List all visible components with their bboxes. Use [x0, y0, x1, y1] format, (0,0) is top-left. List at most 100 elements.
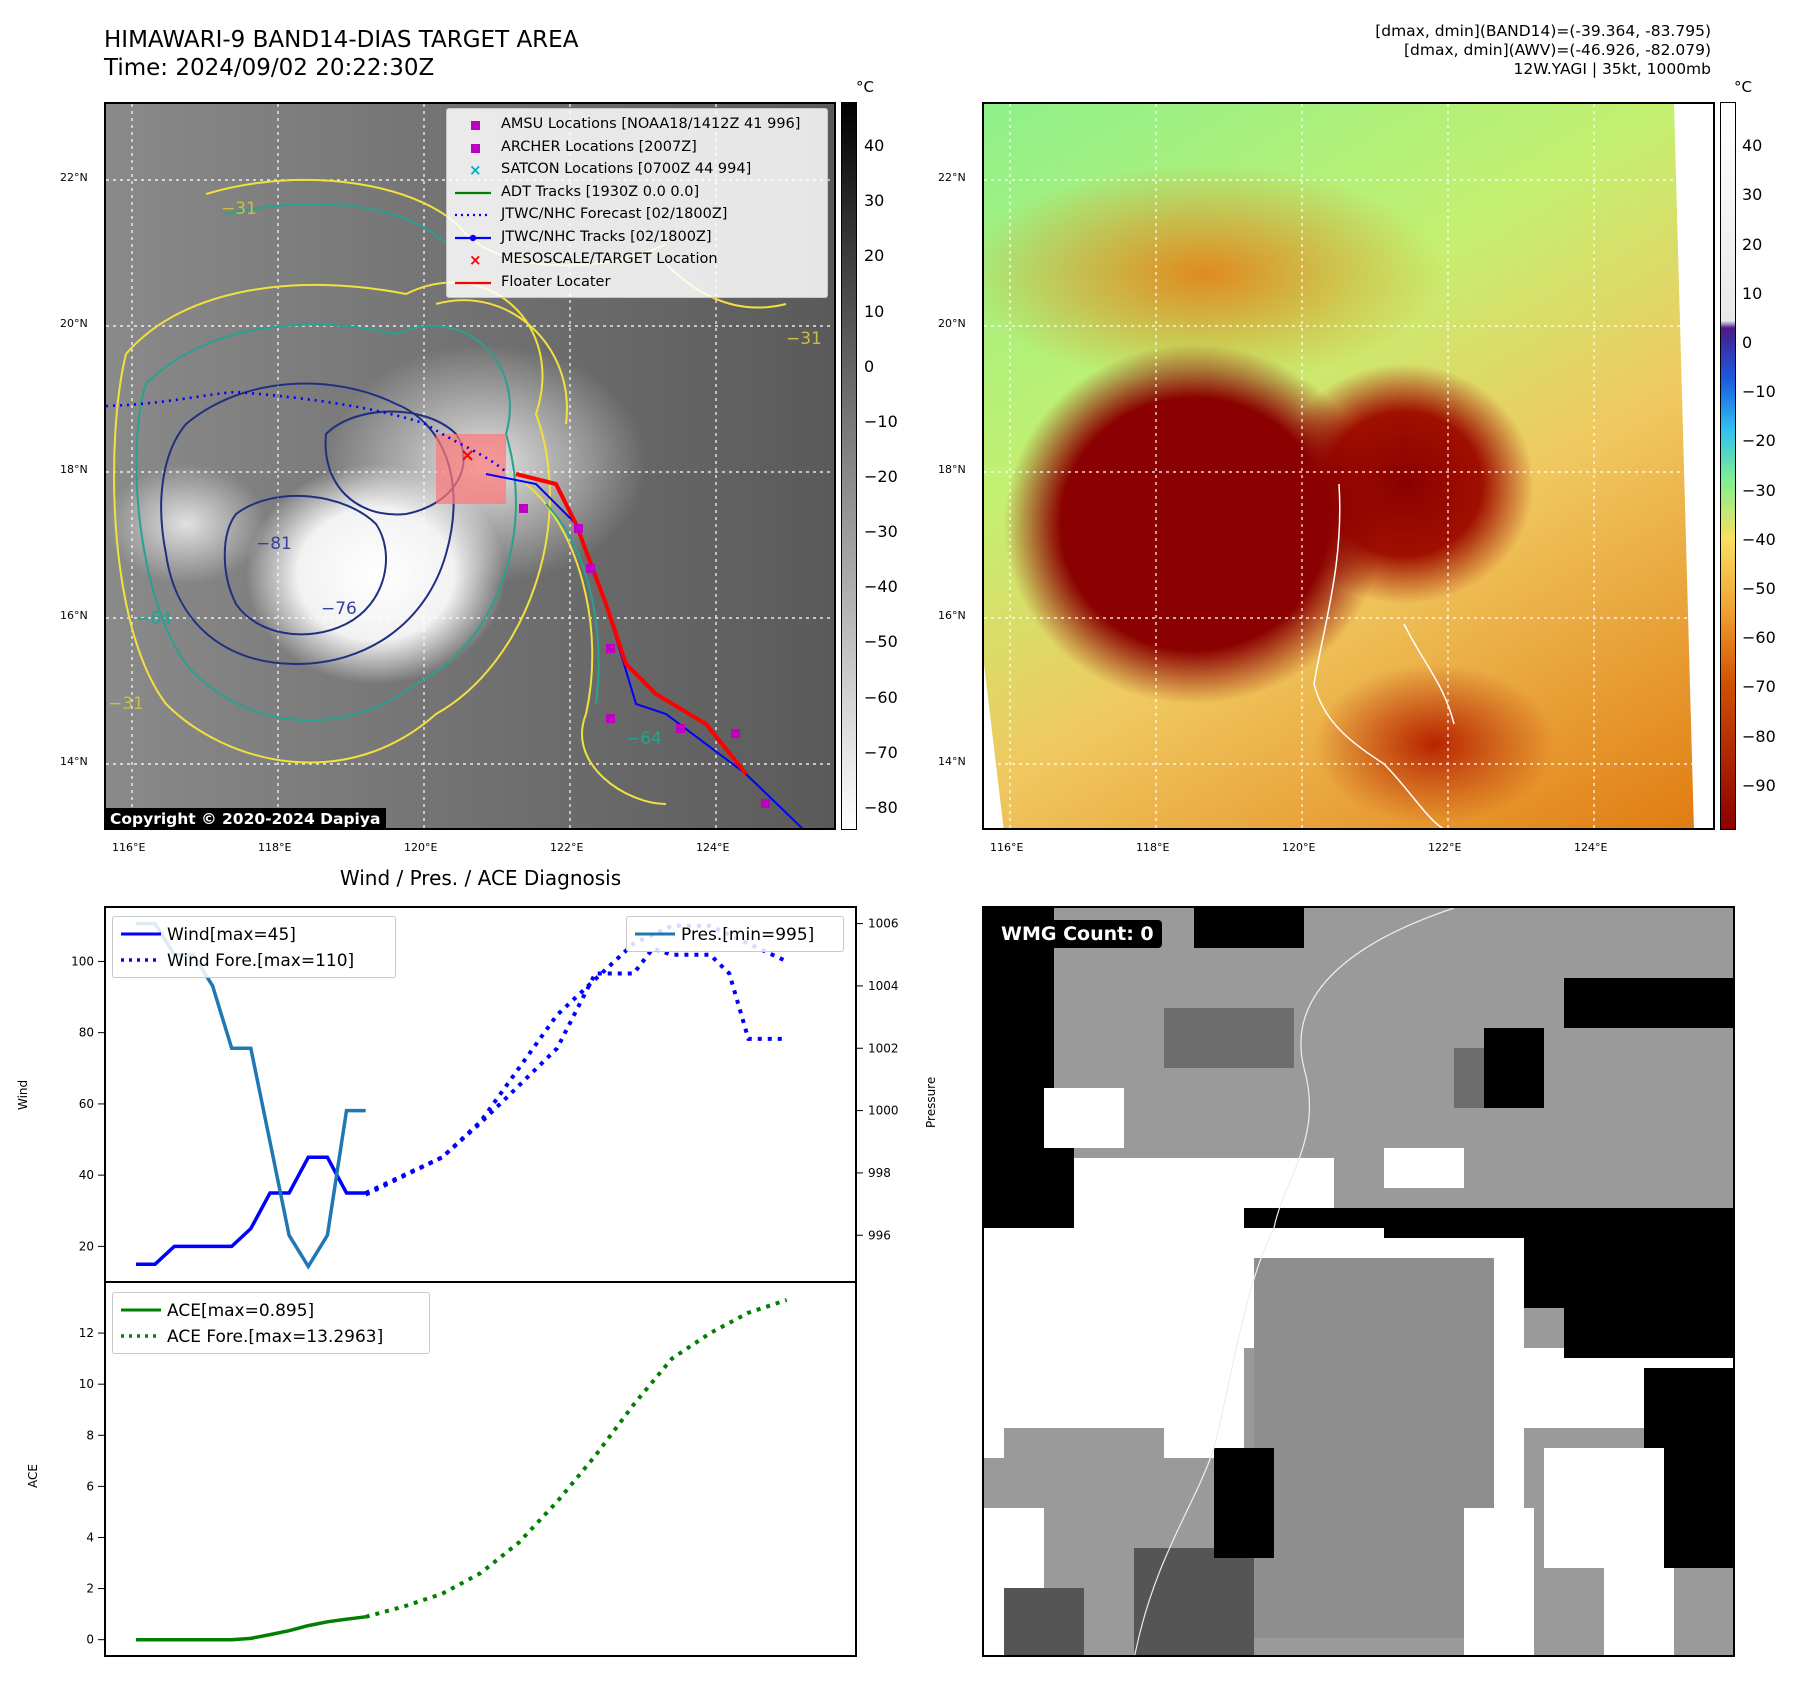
series-line — [364, 946, 787, 1197]
lat-label: 18°N — [938, 463, 966, 476]
colorbar-tick: −60 — [864, 687, 898, 707]
lat-label: 22°N — [938, 171, 966, 184]
ir-contour-labels: −81 −76 −64 −31 −31 −64 −31 — [108, 199, 822, 749]
axis-tick-label: 2 — [86, 1582, 94, 1596]
contour-label: −31 — [786, 329, 822, 349]
mesoscale-marker: × — [460, 445, 475, 466]
lat-label: 14°N — [60, 755, 88, 768]
colorbar-tick: 0 — [1742, 333, 1753, 353]
contour-label: −64 — [136, 609, 172, 629]
colorbar-tick: −40 — [864, 577, 898, 597]
lon-label: 120°E — [1282, 841, 1316, 854]
figure-stats: [dmax, dmin](BAND14)=(-39.364, -83.795) … — [1375, 22, 1711, 79]
axis-tick-label: 8 — [86, 1428, 94, 1442]
lon-label: 118°E — [1136, 841, 1170, 854]
colorbar-tick: 40 — [1742, 136, 1763, 156]
series-line — [136, 1155, 366, 1266]
svg-text:×: × — [469, 161, 482, 179]
lon-label: 116°E — [990, 841, 1024, 854]
axis-tick-label: 0 — [86, 1633, 94, 1647]
colorbar-tick: 30 — [1742, 185, 1763, 205]
lon-label: 118°E — [258, 841, 292, 854]
colorbar-tick: −50 — [864, 632, 898, 652]
target-area-box — [436, 434, 506, 504]
colorbar-tick: −30 — [864, 522, 898, 542]
axis-tick-label: 80 — [79, 1026, 94, 1040]
map-legend: AMSU Locations [NOAA18/1412Z 41 996] ARCH… — [446, 108, 828, 298]
awv-colorbar-unit: °C — [1734, 78, 1752, 96]
title-line-1: HIMAWARI-9 BAND14-DIAS TARGET AREA — [104, 27, 579, 53]
axis-tick-label: 1006 — [868, 917, 899, 931]
axis-tick-label: 996 — [868, 1228, 891, 1242]
axis-tick-label: 20 — [79, 1239, 94, 1253]
colorbar-tick: −60 — [1742, 628, 1776, 648]
axis-tick-label: 1004 — [868, 979, 899, 993]
awv-gridlines — [984, 104, 1713, 828]
colorbar-tick: −10 — [1742, 382, 1776, 402]
pressure-legend: Pres.[min=995] — [626, 916, 844, 952]
contour-label: −76 — [321, 599, 357, 619]
stats-line-2: [dmax, dmin](AWV)=(-46.926, -82.079) — [1404, 41, 1711, 59]
colorbar-tick: 20 — [1742, 234, 1763, 254]
axis-tick-label: 10 — [79, 1377, 94, 1391]
colorbar-tick: 30 — [864, 191, 885, 211]
colorbar-tick: 0 — [864, 356, 875, 376]
axis-tick-label: 40 — [79, 1168, 94, 1182]
colorbar-tick: −20 — [864, 467, 898, 487]
lon-label: 122°E — [550, 841, 584, 854]
axis-tick-label: 4 — [86, 1530, 94, 1544]
colorbar-tick: −10 — [864, 411, 898, 431]
axis-tick-label: 60 — [79, 1097, 94, 1111]
awv-satellite-map — [982, 102, 1715, 830]
coastline — [1403, 623, 1455, 725]
forecast-track-line — [106, 390, 507, 473]
coastline — [1313, 483, 1444, 828]
wind-axis-label: Wind — [16, 1079, 30, 1110]
colorbar-tick: −40 — [1742, 529, 1776, 549]
series-line — [365, 1298, 788, 1619]
diagnosis-title: Wind / Pres. / ACE Diagnosis — [339, 866, 622, 890]
lat-label: 18°N — [60, 463, 88, 476]
awv-map-overlay — [984, 104, 1713, 828]
contour-label: −81 — [256, 534, 292, 554]
colorbar-tick: 20 — [864, 246, 885, 266]
wmg-classification-map — [982, 906, 1735, 1657]
axis-tick-label: 1002 — [868, 1041, 899, 1055]
lat-label: 20°N — [938, 317, 966, 330]
ir-colorbar — [841, 102, 857, 830]
lat-label: 22°N — [60, 171, 88, 184]
ace-legend: ACE[max=0.895] ACE Fore.[max=13.2963] — [112, 1292, 430, 1354]
wind-legend: Wind[max=45] Wind Fore.[max=110] — [112, 916, 396, 978]
colorbar-tick: −20 — [1742, 431, 1776, 451]
pressure-axis-label: Pressure — [924, 1076, 938, 1128]
lon-label: 116°E — [112, 841, 146, 854]
axis-tick-label: 6 — [86, 1479, 94, 1493]
colorbar-tick: −50 — [1742, 578, 1776, 598]
stats-line-3: 12W.YAGI | 35kt, 1000mb — [1513, 60, 1711, 78]
lat-label: 20°N — [60, 317, 88, 330]
title-line-2: Time: 2024/09/02 20:22:30Z — [104, 55, 435, 81]
floater-track-line — [515, 472, 748, 776]
colorbar-tick: −70 — [864, 742, 898, 762]
axis-tick-label: 1000 — [868, 1104, 899, 1118]
figure-title: HIMAWARI-9 BAND14-DIAS TARGET AREA Time:… — [104, 26, 578, 82]
colorbar-tick: 10 — [1742, 283, 1763, 303]
ir-colorbar-unit: °C — [856, 78, 874, 96]
svg-text:×: × — [469, 251, 482, 269]
lon-label: 124°E — [696, 841, 730, 854]
axis-tick-label: 12 — [79, 1326, 94, 1340]
axis-tick-label: 100 — [71, 954, 94, 968]
axis-tick-label: 998 — [868, 1166, 891, 1180]
colorbar-tick: −90 — [1742, 775, 1776, 795]
awv-no-data-edge — [1674, 104, 1713, 828]
lon-label: 122°E — [1428, 841, 1462, 854]
lon-label: 124°E — [1574, 841, 1608, 854]
ir-satellite-map: −81 −76 −64 −31 −31 −64 −31 × AMSU Locat… — [104, 102, 836, 830]
colorbar-tick: −30 — [1742, 480, 1776, 500]
lat-label: 16°N — [938, 609, 966, 622]
colorbar-tick: −80 — [864, 797, 898, 817]
wmg-blocks — [984, 908, 1733, 1655]
series-line — [136, 1615, 366, 1642]
colorbar-tick: −80 — [1742, 726, 1776, 746]
lat-label: 16°N — [60, 609, 88, 622]
